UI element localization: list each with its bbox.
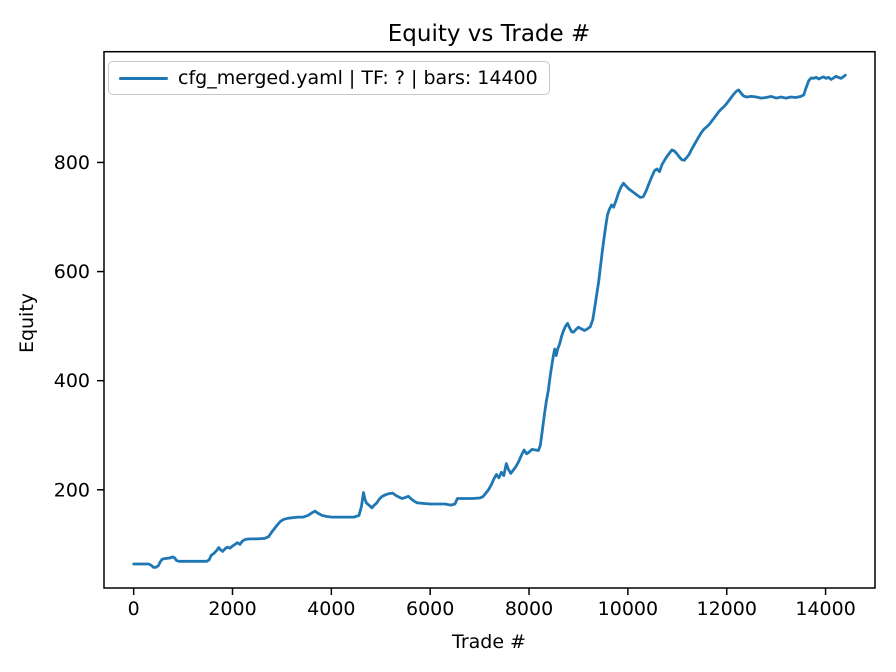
x-axis-label: Trade # <box>451 631 526 653</box>
chart-title: Equity vs Trade # <box>388 21 591 47</box>
equity-curve <box>132 73 847 569</box>
y-tick-label: 200 <box>54 479 90 501</box>
x-tick-label: 12000 <box>697 598 757 620</box>
x-tick-label: 2000 <box>208 598 256 620</box>
plot-spines <box>103 50 876 589</box>
x-tick-label: 6000 <box>406 598 454 620</box>
y-tick-label: 600 <box>54 261 90 283</box>
y-tick-label: 400 <box>54 370 90 392</box>
x-tick-label: 8000 <box>505 598 553 620</box>
x-tick-label: 4000 <box>307 598 355 620</box>
legend-line-sample <box>119 76 168 80</box>
y-tick-label: 800 <box>54 152 90 174</box>
legend-entry-label: cfg_merged.yaml | TF: ? | bars: 14400 <box>178 66 538 89</box>
y-axis-label: Equity <box>16 293 38 353</box>
legend-box: cfg_merged.yaml | TF: ? | bars: 14400 <box>108 61 550 95</box>
x-tick-label: 14000 <box>795 598 855 620</box>
x-tick-label: 10000 <box>598 598 658 620</box>
x-tick-label: 0 <box>128 598 140 620</box>
